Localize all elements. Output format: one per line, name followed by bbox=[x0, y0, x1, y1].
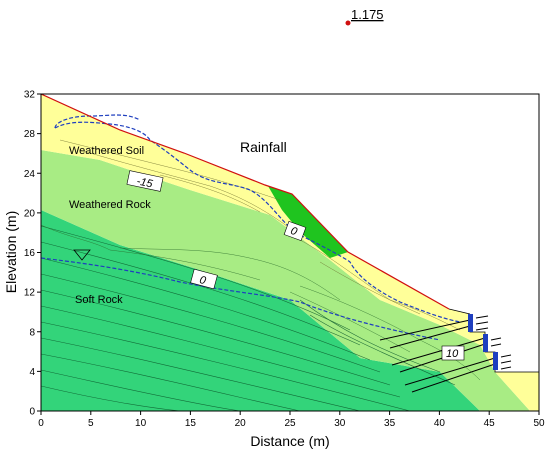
y-tick-label: 8 bbox=[29, 327, 35, 338]
weathered-soil-contours bbox=[59, 139, 461, 331]
contour-label-c: 0 bbox=[283, 220, 307, 242]
weathered-soil-label: Weathered Soil bbox=[69, 145, 144, 157]
y-axis-ticks: 0 4 8 12 16 20 24 28 32 bbox=[24, 90, 41, 418]
water-table-line bbox=[41, 257, 441, 341]
contour-label-a: -15 bbox=[126, 170, 164, 192]
contour-label-b: 0 bbox=[190, 268, 218, 290]
x-tick-label: 35 bbox=[384, 418, 396, 429]
x-tick-label: 10 bbox=[135, 418, 147, 429]
soft-rock-label: Soft Rock bbox=[75, 294, 123, 306]
svg-text:10: 10 bbox=[446, 348, 459, 360]
anchor-plates bbox=[468, 314, 498, 370]
soft-rock-layer bbox=[41, 210, 480, 411]
y-tick-label: 28 bbox=[24, 129, 36, 140]
rainfall-label: Rainfall bbox=[240, 139, 287, 155]
svg-text:0: 0 bbox=[198, 274, 208, 287]
factor-of-safety-label: 1.175 bbox=[351, 7, 384, 22]
x-axis-label: Distance (m) bbox=[250, 433, 329, 449]
x-tick-label: 40 bbox=[434, 418, 446, 429]
y-axis-label: Elevation (m) bbox=[3, 211, 19, 293]
x-tick-label: 50 bbox=[533, 418, 545, 429]
water-table-marker-icon bbox=[73, 249, 91, 261]
x-tick-label: 15 bbox=[185, 418, 197, 429]
y-tick-label: 16 bbox=[24, 248, 36, 259]
svg-text:-15: -15 bbox=[136, 175, 155, 190]
x-tick-label: 0 bbox=[38, 418, 44, 429]
contour-label-d: 10 bbox=[441, 345, 465, 361]
y-tick-label: 12 bbox=[24, 288, 36, 299]
weathered-rock-contours bbox=[41, 224, 481, 381]
y-tick-label: 24 bbox=[24, 169, 36, 180]
weathered-rock-label: Weathered Rock bbox=[69, 199, 151, 211]
x-axis-ticks: 0 5 10 15 20 25 30 35 40 45 50 bbox=[38, 411, 545, 429]
x-tick-label: 20 bbox=[235, 418, 247, 429]
y-tick-label: 20 bbox=[24, 208, 36, 219]
weathered-soil-layer bbox=[41, 94, 539, 411]
y-tick-label: 4 bbox=[29, 367, 35, 378]
svg-text:0: 0 bbox=[289, 225, 300, 239]
ground-surface-line bbox=[41, 94, 450, 310]
weathered-rock-layer bbox=[41, 150, 530, 411]
x-tick-label: 45 bbox=[484, 418, 496, 429]
x-tick-label: 30 bbox=[334, 418, 346, 429]
ground-anchors bbox=[379, 319, 496, 393]
slip-zone bbox=[268, 186, 348, 258]
y-tick-label: 32 bbox=[24, 90, 36, 101]
y-tick-label: 0 bbox=[29, 407, 35, 418]
water-table-upper bbox=[54, 121, 461, 323]
x-tick-label: 25 bbox=[284, 418, 296, 429]
soft-rock-hatching bbox=[41, 225, 456, 411]
slip-center-point bbox=[345, 20, 351, 26]
x-tick-label: 5 bbox=[88, 418, 94, 429]
anchor-force-arrows bbox=[475, 315, 512, 370]
